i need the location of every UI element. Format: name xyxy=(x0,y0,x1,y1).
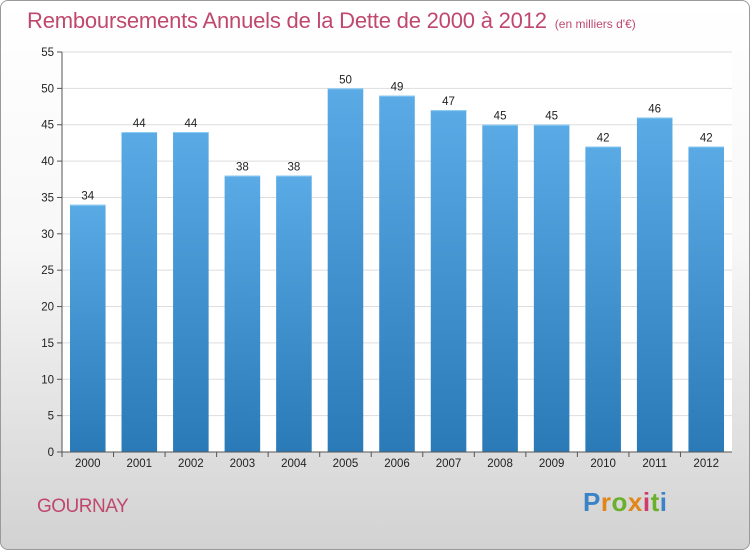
chart-title: Remboursements Annuels de la Dette de 20… xyxy=(27,8,636,34)
data-label: 44 xyxy=(184,118,197,130)
logo-letter: t xyxy=(650,487,660,517)
y-tick-label: 30 xyxy=(41,229,54,241)
bar-2003 xyxy=(224,175,261,453)
x-tick-label: 2006 xyxy=(384,458,410,470)
y-tick-label: 15 xyxy=(41,338,54,350)
y-tick-label: 50 xyxy=(41,83,54,95)
x-tick-label: 2002 xyxy=(178,458,204,470)
y-tick-label: 55 xyxy=(41,47,54,59)
data-label: 44 xyxy=(133,118,146,130)
x-tick-label: 2003 xyxy=(230,458,256,470)
bar-2005 xyxy=(327,88,364,452)
bar-2011 xyxy=(636,117,673,453)
y-tick-label: 35 xyxy=(41,192,54,204)
x-tick-label: 2009 xyxy=(539,458,565,470)
x-tick-label: 2007 xyxy=(436,458,462,470)
place-name: GOURNAY xyxy=(37,496,129,517)
x-tick-label: 2011 xyxy=(642,458,667,470)
x-tick-label: 2008 xyxy=(487,458,513,470)
x-tick-label: 2000 xyxy=(75,458,101,470)
logo-letter: r xyxy=(600,487,612,517)
data-label: 50 xyxy=(339,74,352,86)
title-unit: (en milliers d'€) xyxy=(554,17,636,31)
y-tick-label: 0 xyxy=(48,447,54,459)
y-tick-label: 5 xyxy=(48,411,54,423)
logo-letter: i xyxy=(642,487,651,517)
bar-2012 xyxy=(688,146,725,452)
bar-2001 xyxy=(121,132,158,452)
x-tick-label: 2001 xyxy=(127,458,153,470)
x-tick-label: 2004 xyxy=(281,458,307,470)
logo-letter: o xyxy=(611,487,628,517)
bar-2008 xyxy=(482,124,518,453)
x-tick-label: 2010 xyxy=(590,458,616,470)
bar-2004 xyxy=(276,175,312,453)
data-label: 38 xyxy=(288,162,301,174)
y-tick-label: 45 xyxy=(41,120,54,132)
bar-2010 xyxy=(585,146,621,452)
data-label: 47 xyxy=(442,96,455,108)
bar-2007 xyxy=(430,110,467,452)
y-tick-label: 10 xyxy=(41,374,54,386)
title-main: Remboursements Annuels de la Dette de 20… xyxy=(27,8,547,33)
data-label: 46 xyxy=(648,103,661,115)
data-label: 38 xyxy=(236,162,249,174)
x-tick-label: 2012 xyxy=(693,458,719,470)
y-tick-label: 20 xyxy=(41,302,54,314)
data-label: 45 xyxy=(545,111,558,123)
bar-2006 xyxy=(379,95,415,453)
bar-2002 xyxy=(173,132,209,452)
logo-letter: P xyxy=(583,487,601,517)
bar-2000 xyxy=(69,204,106,452)
data-label: 49 xyxy=(391,82,404,94)
y-tick-label: 25 xyxy=(41,265,54,277)
x-tick-label: 2005 xyxy=(333,458,359,470)
bar-2009 xyxy=(533,124,570,453)
data-label: 45 xyxy=(494,111,507,123)
logo-letter: x xyxy=(627,487,643,517)
proxiti-logo[interactable]: Proxiti xyxy=(583,487,667,518)
data-label: 42 xyxy=(597,133,610,145)
data-label: 34 xyxy=(81,191,94,203)
logo-letter: i xyxy=(659,487,668,517)
data-label: 42 xyxy=(700,133,713,145)
y-tick-label: 40 xyxy=(41,156,54,168)
